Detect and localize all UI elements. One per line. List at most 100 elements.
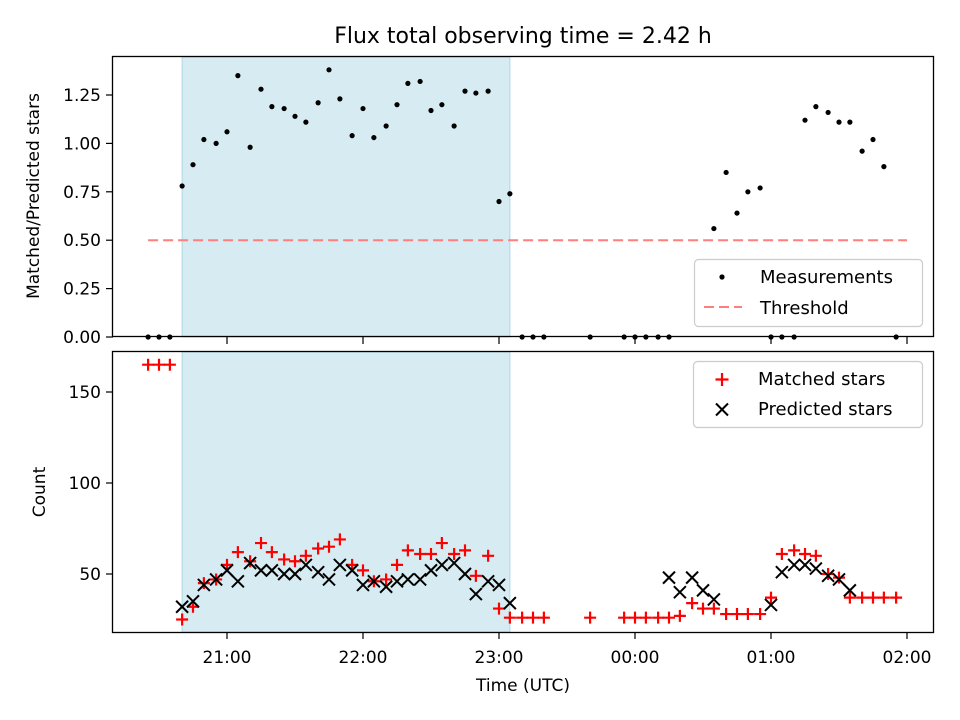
- matched-star-point: [731, 608, 743, 621]
- predicted-star-point: [809, 561, 823, 576]
- predicted-star-point: [458, 567, 472, 581]
- bottom-shaded-span: [181, 351, 511, 633]
- top-y-tick-label: 1.00: [63, 134, 101, 154]
- predicted-star-point: [209, 572, 223, 587]
- matched-star-point: [278, 553, 291, 566]
- matched-star-point: [867, 591, 879, 604]
- top-y-tick-label: 0.25: [63, 280, 101, 300]
- matched-star-point: [323, 540, 335, 553]
- legend-measurements-label: Measurements: [760, 267, 893, 288]
- predicted-star-point: [345, 563, 359, 578]
- matched-star-point: [448, 547, 461, 560]
- predicted-star-point: [231, 574, 245, 588]
- measurement-point: [723, 169, 729, 176]
- measurement-point: [383, 123, 389, 129]
- predicted-stars-points: [175, 556, 857, 614]
- matched-star-point: [380, 573, 393, 586]
- predicted-star-point: [413, 572, 427, 587]
- matched-star-point: [425, 547, 437, 560]
- matched-star-point: [877, 591, 890, 604]
- legend-threshold-label: Threshold: [759, 298, 849, 319]
- predicted-star-point: [175, 600, 189, 614]
- predicted-star-point: [299, 558, 313, 572]
- measurement-point: [496, 198, 502, 205]
- measurement-point: [360, 105, 366, 112]
- predicted-star-point: [843, 583, 857, 598]
- matched-star-point: [289, 555, 301, 568]
- matched-star-point: [788, 544, 801, 557]
- matched-star-point: [414, 547, 427, 560]
- bottom-x-tick-label: 02:00: [883, 648, 932, 668]
- matched-star-point: [822, 568, 835, 580]
- matched-star-point: [197, 577, 210, 590]
- predicted-star-point: [798, 558, 812, 572]
- measurement-point: [190, 162, 196, 168]
- matched-star-point: [890, 591, 903, 604]
- bottom-y-tick-label: 150: [69, 383, 101, 403]
- predicted-star-point: [832, 572, 846, 587]
- matched-star-point: [618, 611, 631, 624]
- measurement-point: [802, 117, 808, 123]
- predicted-star-point: [197, 578, 211, 592]
- matched-star-point: [856, 591, 869, 604]
- measurement-point: [179, 183, 185, 189]
- measurement-point: [371, 134, 377, 141]
- measurement-point: [292, 113, 298, 119]
- measurement-point: [303, 119, 309, 125]
- top-shaded-span: [181, 56, 511, 338]
- predicted-star-point: [775, 565, 789, 579]
- matched-star-point: [163, 358, 176, 371]
- bottom-y-axis-label: Count: [30, 466, 50, 517]
- measurement-point: [870, 136, 876, 143]
- measurement-point: [428, 107, 434, 114]
- bottom-x-tick-label: 00:00: [611, 648, 660, 668]
- legend-measurements-marker: [719, 274, 725, 280]
- bottom-x-tick-label: 21:00: [203, 648, 252, 668]
- matched-star-point: [312, 542, 325, 555]
- matched-star-point: [231, 546, 244, 559]
- predicted-star-point: [424, 563, 438, 578]
- top-y-axis-label: Matched/Predicted stars: [24, 93, 44, 299]
- predicted-star-point: [277, 567, 291, 581]
- legend-predicted-marker: [715, 402, 729, 417]
- matched-star-point: [299, 549, 312, 562]
- matched-star-point: [459, 544, 471, 557]
- matched-star-point: [221, 558, 233, 571]
- matched-star-point: [765, 591, 777, 604]
- predicted-star-point: [685, 570, 699, 585]
- matched-star-point: [754, 608, 767, 621]
- legend-predicted-label: Predicted stars: [758, 399, 892, 420]
- top-y-tick-label: 1.25: [63, 86, 101, 106]
- measurement-point: [349, 133, 355, 139]
- predicted-star-point: [265, 563, 279, 578]
- matched-star-point: [153, 358, 165, 371]
- measurement-point: [326, 67, 332, 73]
- matched-star-point: [435, 537, 448, 550]
- measurement-point: [405, 80, 411, 86]
- measurement-point: [813, 104, 819, 110]
- bottom-x-axis-ticks: 21:00 22:00 23:00 00:00 01:00 02:00: [203, 632, 932, 668]
- matched-star-point: [799, 547, 811, 560]
- matched-star-point: [493, 602, 505, 615]
- predicted-star-point: [322, 572, 336, 587]
- measurement-point: [473, 90, 479, 96]
- top-y-axis-ticks: 0.00 0.25 0.50 0.75 1.00 1.25: [63, 86, 113, 348]
- measurement-point: [394, 102, 400, 108]
- predicted-star-point: [435, 558, 449, 572]
- predicted-star-point: [673, 585, 687, 599]
- matched-star-point: [629, 611, 641, 624]
- matched-star-point: [697, 602, 709, 615]
- matched-star-point: [686, 597, 699, 610]
- predicted-star-point: [186, 594, 200, 609]
- chart-title: Flux total observing time = 2.42 h: [334, 24, 712, 49]
- predicted-star-point: [787, 558, 801, 572]
- predicted-star-point: [447, 556, 461, 570]
- top-axes-frame: [111, 55, 935, 338]
- measurement-point: [213, 140, 219, 146]
- matched-star-point: [333, 533, 346, 546]
- predicted-star-point: [503, 596, 517, 610]
- matched-star-point: [833, 571, 845, 584]
- predicted-star-point: [707, 592, 721, 607]
